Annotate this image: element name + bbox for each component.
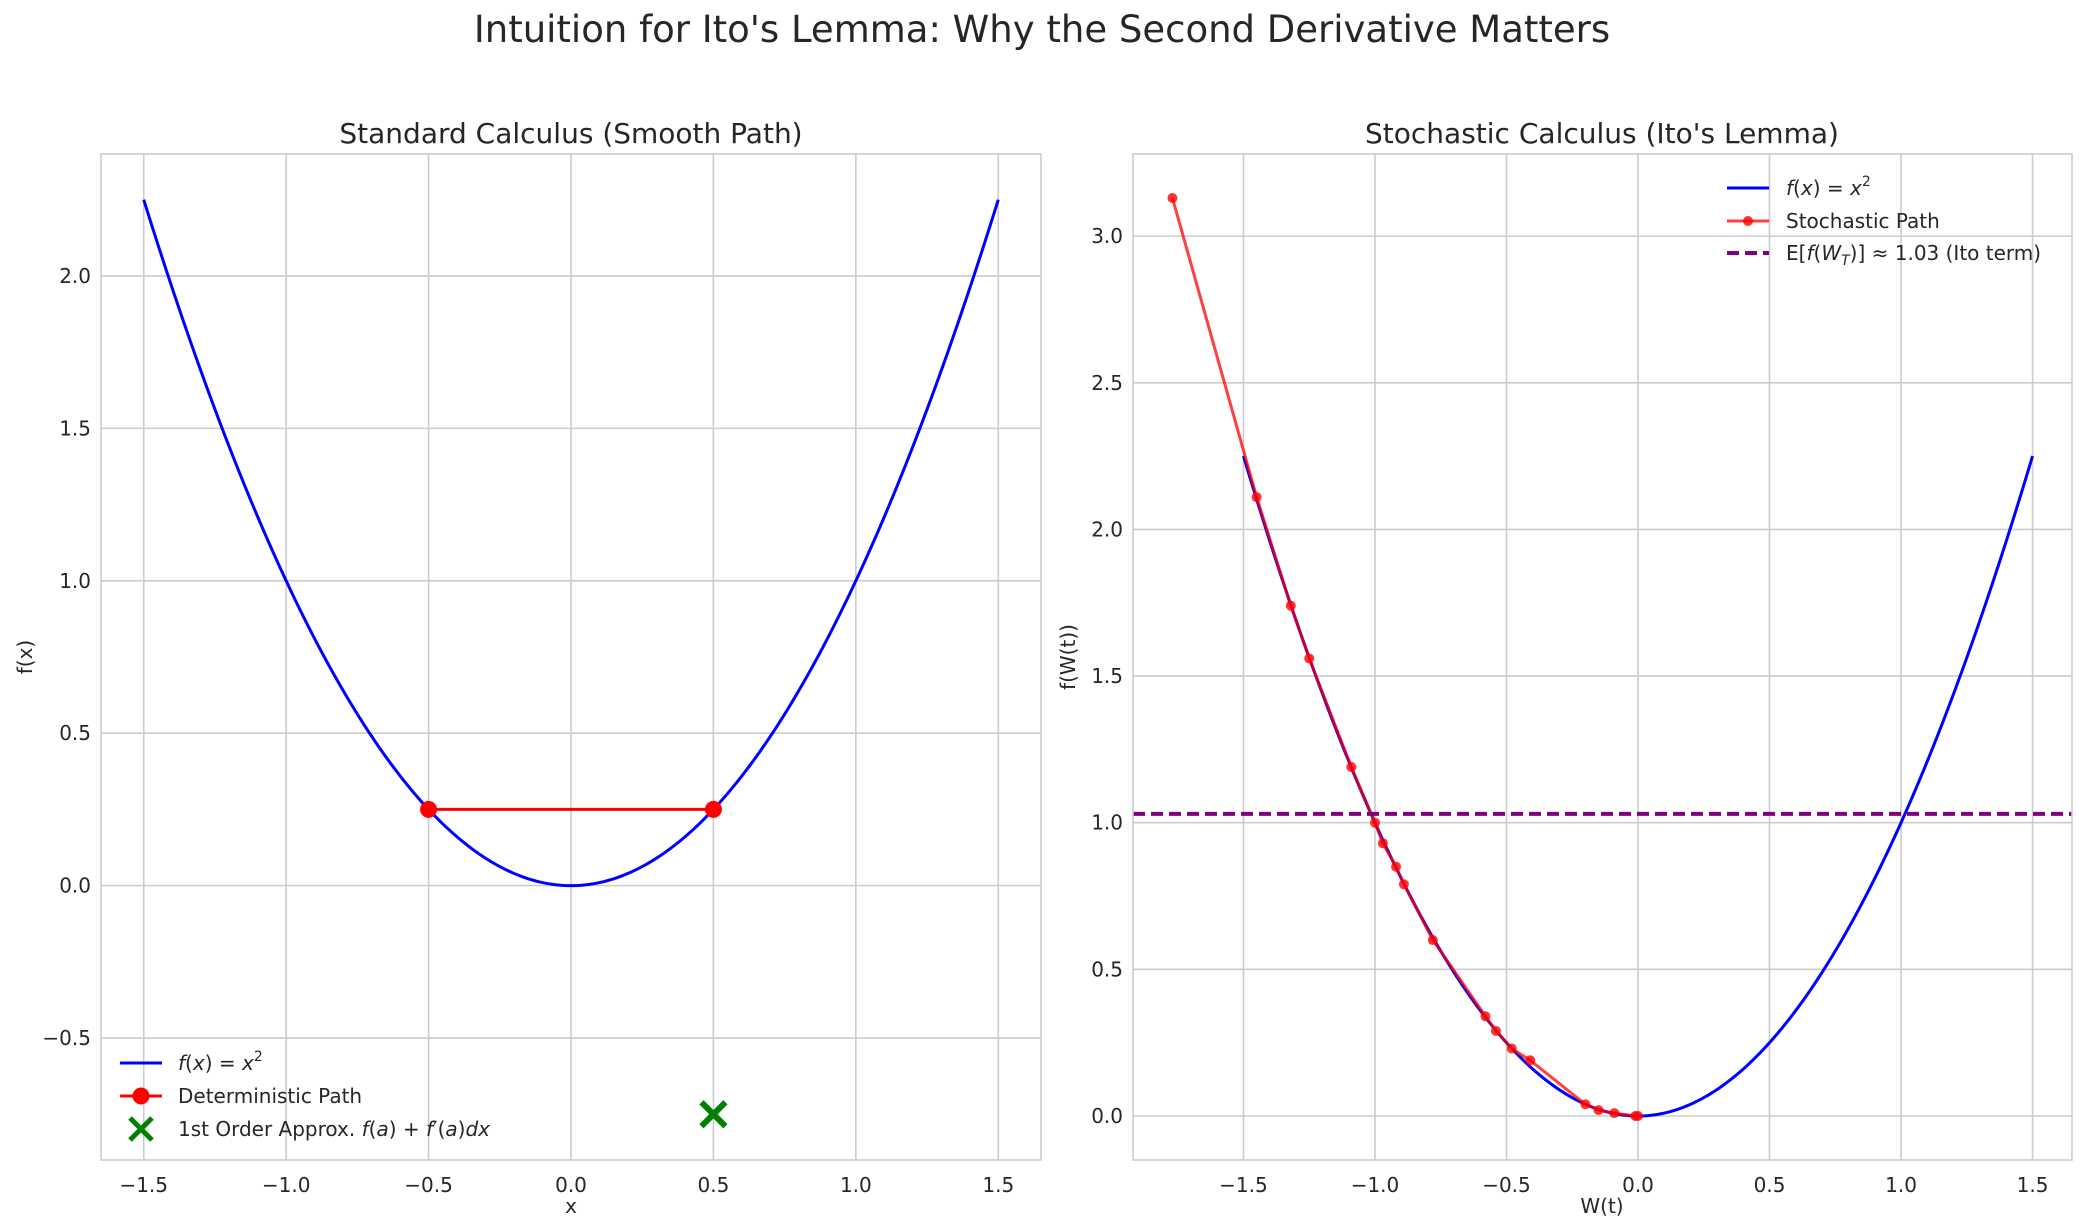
right-path-line (1171, 197, 1639, 1118)
left-x-tick-label: 0.0 (555, 1173, 587, 1197)
left-grid (101, 154, 1041, 1160)
left-chart-title: Standard Calculus (Smooth Path) (339, 117, 802, 150)
right-y-axis-label: f(W(t)) (1056, 624, 1080, 690)
right-chart-title: Stochastic Calculus (Ito's Lemma) (1365, 117, 1839, 150)
right-path-point (1391, 861, 1402, 872)
right-path-point (1506, 1043, 1517, 1054)
right-path-point (1304, 653, 1315, 664)
left-x-tick-labels: −1.5 −1.0 −0.5 0.0 0.5 1.0 1.5 (119, 1173, 1014, 1197)
right-path-point (1490, 1025, 1501, 1036)
right-path-point (1285, 600, 1296, 611)
right-y-tick-labels: 0.0 0.5 1.0 1.5 2.0 2.5 3.0 (1091, 224, 1123, 1128)
right-y-tick-label: 2.0 (1091, 517, 1123, 541)
left-axes-frame (100, 153, 1042, 1161)
right-x-axis-label: W(t) (1580, 1194, 1623, 1218)
right-legend-path-marker (1743, 216, 1753, 226)
right-path-point (1630, 1111, 1641, 1122)
right-y-tick-label: 3.0 (1091, 224, 1123, 248)
figure-title: Intuition for Ito's Lemma: Why the Secon… (474, 8, 1610, 51)
right-y-tick-label: 2.5 (1091, 371, 1123, 395)
left-plot-area (142, 199, 1000, 1129)
right-path-point (1346, 761, 1357, 772)
left-legend-path-marker (132, 1087, 150, 1105)
left-curve-x-squared (142, 199, 1000, 888)
right-legend-curve-label: f(x) = x2 (1786, 174, 1871, 200)
right-path-point (1167, 192, 1178, 203)
right-path-point (1251, 492, 1262, 503)
left-x-tick-label: 1.5 (982, 1173, 1014, 1197)
left-legend-approx-label: 1st Order Approx. f(a) + f′(a)dx (178, 1117, 490, 1141)
right-x-tick-label: 1.5 (2017, 1173, 2049, 1197)
right-x-tick-label: 0.0 (1622, 1173, 1654, 1197)
left-y-tick-label: 2.0 (59, 264, 91, 288)
right-path-point (1369, 817, 1380, 828)
right-path-point (1580, 1099, 1591, 1110)
left-legend-approx-swatch (128, 1116, 154, 1142)
right-y-tick-label: 0.0 (1091, 1104, 1123, 1128)
left-x-tick-label: −1.5 (119, 1173, 168, 1197)
right-legend: f(x) = x2 Stochastic Path E[f(WT)] ≈ 1.0… (1727, 174, 2041, 269)
right-legend-expectation-label: E[f(WT)] ≈ 1.03 (Ito term) (1786, 241, 2041, 269)
right-path-point (1609, 1108, 1620, 1119)
right-y-tick-label: 1.5 (1091, 664, 1123, 688)
right-path-point (1427, 935, 1438, 946)
left-x-tick-label: −0.5 (404, 1173, 453, 1197)
left-legend: f(x) = x2 Deterministic Path 1st Order A… (120, 1049, 490, 1142)
right-path-point (1593, 1105, 1604, 1116)
left-chart: Standard Calculus (Smooth Path) −1.5 −1.0… (13, 117, 1042, 1218)
right-chart: Stochastic Calculus (Ito's Lemma) −1.5 −1… (1056, 117, 2073, 1218)
left-path-point (704, 800, 722, 818)
right-path-point (1377, 838, 1388, 849)
right-legend-path-label: Stochastic Path (1786, 209, 1940, 233)
right-path-point (1525, 1055, 1536, 1066)
right-grid (1133, 154, 2072, 1160)
right-x-tick-label: −1.0 (1351, 1173, 1400, 1197)
right-path-point (1398, 879, 1409, 890)
right-x-tick-labels: −1.5 −1.0 −0.5 0.0 0.5 1.0 1.5 (1219, 1173, 2048, 1197)
right-x-tick-label: −0.5 (1482, 1173, 1531, 1197)
right-x-tick-label: −1.5 (1219, 1173, 1268, 1197)
left-y-tick-labels: −0.5 0.0 0.5 1.0 1.5 2.0 (42, 264, 91, 1050)
left-y-axis-label: f(x) (13, 640, 37, 674)
right-path-point (1480, 1011, 1491, 1022)
left-x-tick-label: −1.0 (262, 1173, 311, 1197)
right-y-tick-label: 0.5 (1091, 957, 1123, 981)
left-y-tick-label: 0.0 (59, 874, 91, 898)
left-legend-path-label: Deterministic Path (178, 1084, 362, 1108)
left-x-axis-label: x (565, 1194, 577, 1218)
left-y-tick-label: 1.0 (59, 569, 91, 593)
right-x-tick-label: 1.0 (1885, 1173, 1917, 1197)
right-plot-area (1133, 192, 2072, 1122)
left-y-tick-label: −0.5 (42, 1026, 91, 1050)
left-path-point (420, 800, 438, 818)
left-legend-curve-label: f(x) = x2 (178, 1049, 263, 1075)
right-axes-frame (1132, 153, 2073, 1161)
left-x-tick-label: 1.0 (840, 1173, 872, 1197)
right-x-tick-label: 0.5 (1754, 1173, 1786, 1197)
left-y-tick-label: 0.5 (59, 721, 91, 745)
left-x-tick-label: 0.5 (698, 1173, 730, 1197)
right-y-tick-label: 1.0 (1091, 811, 1123, 835)
left-approx-marker (699, 1100, 728, 1129)
left-y-tick-label: 1.5 (59, 416, 91, 440)
